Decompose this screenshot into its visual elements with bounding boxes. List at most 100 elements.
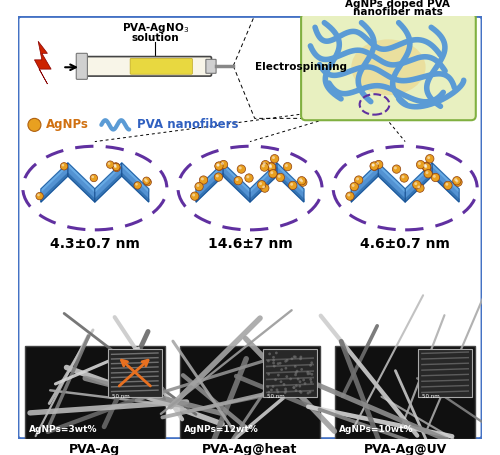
Polygon shape (432, 173, 459, 202)
Circle shape (190, 192, 199, 200)
Circle shape (422, 164, 431, 172)
Circle shape (62, 164, 64, 167)
Circle shape (284, 360, 287, 363)
Circle shape (418, 162, 421, 165)
Polygon shape (122, 163, 148, 192)
Polygon shape (68, 163, 95, 192)
Circle shape (269, 164, 272, 167)
Circle shape (280, 380, 282, 383)
Circle shape (106, 161, 114, 168)
Circle shape (348, 193, 350, 197)
Circle shape (356, 177, 359, 180)
Circle shape (350, 182, 358, 191)
Text: solution: solution (132, 32, 179, 42)
Polygon shape (196, 163, 223, 192)
Circle shape (422, 163, 431, 171)
Circle shape (285, 164, 288, 167)
Circle shape (444, 181, 452, 190)
Circle shape (284, 389, 287, 392)
Circle shape (298, 177, 306, 185)
Polygon shape (196, 173, 223, 202)
Circle shape (308, 391, 312, 394)
Circle shape (90, 174, 98, 182)
Circle shape (246, 176, 250, 178)
Circle shape (268, 164, 276, 172)
Circle shape (216, 163, 220, 167)
Circle shape (296, 370, 298, 373)
Polygon shape (41, 163, 68, 202)
Polygon shape (378, 173, 405, 202)
Circle shape (400, 174, 408, 182)
Circle shape (284, 367, 288, 369)
Polygon shape (432, 163, 459, 192)
Text: 50 nm: 50 nm (266, 394, 284, 399)
Circle shape (215, 162, 224, 171)
Circle shape (310, 373, 314, 376)
Circle shape (216, 175, 219, 177)
Polygon shape (196, 163, 223, 202)
Circle shape (112, 162, 120, 170)
Circle shape (262, 165, 264, 167)
FancyBboxPatch shape (78, 56, 212, 76)
Circle shape (296, 378, 300, 380)
Circle shape (456, 180, 458, 182)
Circle shape (36, 192, 44, 200)
Text: PVA-Ag@heat: PVA-Ag@heat (202, 443, 298, 455)
Circle shape (260, 163, 268, 171)
Text: Electrospinning: Electrospinning (254, 62, 346, 72)
Circle shape (278, 175, 280, 178)
Circle shape (304, 382, 306, 385)
Circle shape (424, 170, 432, 178)
Circle shape (374, 160, 383, 169)
Circle shape (454, 178, 457, 181)
Polygon shape (405, 173, 432, 202)
Circle shape (135, 183, 138, 186)
Circle shape (143, 177, 150, 184)
Polygon shape (378, 163, 405, 192)
Circle shape (266, 385, 269, 388)
Circle shape (108, 162, 110, 165)
Text: AgNPs=12wt%: AgNPs=12wt% (184, 425, 259, 434)
Circle shape (268, 163, 276, 171)
Circle shape (146, 180, 148, 182)
Ellipse shape (178, 146, 322, 230)
Circle shape (268, 353, 271, 355)
Polygon shape (277, 163, 304, 192)
Circle shape (293, 355, 296, 358)
Circle shape (288, 181, 297, 190)
Ellipse shape (333, 146, 477, 230)
Circle shape (418, 186, 420, 188)
Circle shape (134, 182, 141, 189)
FancyBboxPatch shape (25, 346, 164, 439)
FancyBboxPatch shape (206, 59, 216, 73)
Circle shape (272, 362, 275, 364)
Circle shape (308, 372, 312, 375)
Polygon shape (378, 163, 405, 202)
Circle shape (372, 164, 374, 167)
Circle shape (299, 178, 302, 181)
Ellipse shape (352, 40, 426, 95)
Circle shape (267, 162, 275, 171)
Circle shape (275, 352, 278, 354)
Circle shape (60, 162, 68, 170)
Circle shape (37, 194, 40, 197)
Polygon shape (277, 163, 304, 202)
Circle shape (298, 178, 307, 187)
Circle shape (280, 368, 283, 371)
Circle shape (294, 365, 296, 368)
Circle shape (294, 371, 298, 374)
Text: nanofiber mats: nanofiber mats (353, 7, 442, 17)
Circle shape (424, 164, 426, 167)
Circle shape (290, 357, 294, 360)
Circle shape (234, 177, 242, 185)
Circle shape (236, 178, 238, 181)
Circle shape (370, 162, 378, 170)
Text: 14.6±7 nm: 14.6±7 nm (208, 238, 292, 251)
FancyBboxPatch shape (180, 346, 320, 439)
Circle shape (309, 364, 312, 367)
Polygon shape (41, 173, 68, 202)
Text: PVA-AgNO$_3$: PVA-AgNO$_3$ (122, 21, 189, 35)
Circle shape (195, 182, 203, 191)
Circle shape (276, 173, 284, 182)
Circle shape (114, 164, 116, 167)
